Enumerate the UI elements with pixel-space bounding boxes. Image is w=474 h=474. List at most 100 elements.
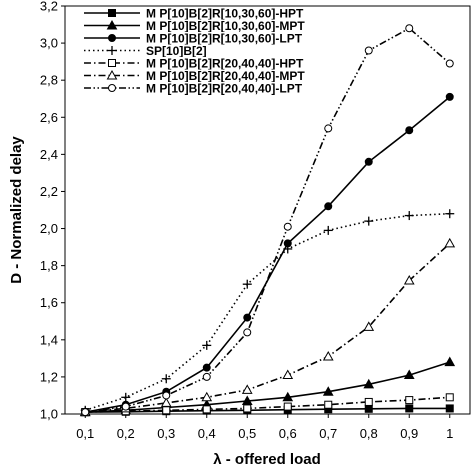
y-tick-label: 2,6: [40, 110, 58, 125]
x-tick-label: 0,2: [117, 426, 135, 441]
x-tick-label: 0,9: [400, 426, 418, 441]
y-tick-label: 2,0: [40, 221, 58, 236]
marker-open-triangle: [444, 237, 456, 248]
y-tick-label: 1,4: [40, 332, 58, 347]
legend-entry: M P[10]B[2]R[20,40,40]-MPT: [82, 69, 340, 83]
marker-filled-triangle: [444, 356, 456, 367]
marker-filled-circle: [108, 34, 116, 42]
marker-filled-triangle: [403, 369, 415, 380]
y-tick-label: 2,4: [40, 147, 58, 162]
marker-open-triangle: [282, 369, 294, 380]
marker-filled-circle: [405, 126, 414, 135]
series-line: [85, 27, 451, 413]
marker-open-circle: [162, 391, 171, 400]
y-tick-label: 1,2: [40, 369, 58, 384]
legend-entry: M P[10]B[2]R[10,30,60]-LPT: [82, 31, 340, 45]
marker-filled-triangle: [282, 391, 294, 402]
x-tick-label: 0,5: [238, 426, 256, 441]
series-line: [85, 212, 450, 412]
x-tick-label: 0,6: [279, 426, 297, 441]
legend-entry-bg: [82, 32, 340, 45]
y-tick-label: 3,2: [40, 0, 58, 14]
marker-open-triangle: [160, 397, 172, 407]
marker-open-triangle: [322, 350, 334, 361]
y-axis-title: D - Normalized delay: [8, 136, 25, 284]
marker-open-triangle: [241, 384, 253, 394]
legend-label: SP[10]B[2]: [146, 44, 207, 58]
y-tick-label: 1,0: [40, 407, 58, 422]
marker-filled-square: [405, 404, 414, 413]
legend-label: M P[10]B[2]R[20,40,40]-MPT: [146, 69, 305, 83]
marker-open-triangle: [363, 321, 375, 331]
marker-open-square: [108, 59, 116, 67]
marker-open-square: [283, 402, 292, 411]
marker-filled-circle: [243, 313, 252, 322]
legend-entry-bg: [82, 19, 340, 32]
marker-open-square: [445, 393, 454, 402]
marker-filled-triangle: [363, 378, 375, 389]
series-line: [85, 242, 451, 413]
legend-entry: M P[10]B[2]R[20,40,40]-LPT: [82, 81, 340, 95]
marker-filled-circle: [445, 92, 454, 101]
legend-label: M P[10]B[2]R[20,40,40]-HPT: [146, 56, 304, 70]
x-tick-label: 0,3: [157, 426, 175, 441]
axes: 1,0 1,2 1,4 1,6 1,8 2,0 2,2 2,4 2,6 2,8 3,0 3,2 0,1 0…: [40, 0, 453, 441]
marker-open-square: [243, 404, 252, 413]
legend-label: M P[10]B[2]R[10,30,60]-LPT: [146, 31, 303, 45]
marker-filled-circle: [324, 202, 333, 211]
marker-open-circle: [243, 328, 252, 337]
marker-open-circle: [283, 222, 292, 231]
marker-open-circle: [121, 402, 130, 411]
marker-open-circle: [445, 59, 454, 68]
marker-open-triangle: [106, 69, 118, 80]
legend-entry-bg: [82, 69, 340, 82]
marker-filled-square: [108, 9, 116, 17]
legend-label: M P[10]B[2]R[20,40,40]-LPT: [146, 81, 303, 95]
marker-open-square: [364, 397, 373, 406]
x-axis-title: λ - offered load: [213, 451, 321, 468]
marker-open-triangle: [403, 274, 415, 285]
series-7: [81, 24, 454, 417]
marker-filled-circle: [364, 157, 373, 166]
legend-entry-bg: [82, 7, 340, 20]
marker-open-circle: [405, 24, 414, 33]
marker-filled-triangle: [106, 19, 118, 30]
legend-entry: SP[10]B[2]: [82, 44, 340, 58]
legend-entry-bg: [82, 44, 340, 57]
legend-entry: M P[10]B[2]R[10,30,60]-MPT: [82, 19, 340, 33]
y-tick-label: 2,2: [40, 184, 58, 199]
series-line: [85, 361, 451, 413]
series-line: [85, 96, 451, 413]
x-tick-label: 0,7: [319, 426, 337, 441]
series-line: [85, 396, 450, 413]
marker-filled-square: [364, 404, 373, 413]
marker-open-square: [162, 406, 171, 415]
marker-open-square: [202, 405, 211, 414]
marker-open-circle: [202, 372, 211, 381]
marker-filled-square: [445, 404, 454, 413]
legend-entry-bg: [82, 57, 340, 70]
series-layer: [79, 24, 456, 417]
x-tick-label: 0,4: [198, 426, 216, 441]
legend-entry-bg: [82, 82, 340, 95]
marker-open-circle: [81, 408, 90, 417]
legend-label: M P[10]B[2]R[10,30,60]-HPT: [146, 6, 304, 20]
marker-open-circle: [364, 46, 373, 55]
marker-open-square: [324, 400, 333, 409]
marker-open-circle: [108, 84, 116, 92]
y-tick-label: 2,8: [40, 73, 58, 88]
x-tick-label: 0,1: [76, 426, 94, 441]
marker-open-square: [405, 396, 414, 405]
legend-label: M P[10]B[2]R[10,30,60]-MPT: [146, 19, 305, 33]
x-tick-label: 1: [446, 426, 453, 441]
y-tick-label: 1,8: [40, 258, 58, 273]
marker-filled-circle: [202, 363, 211, 372]
y-tick-label: 1,6: [40, 295, 58, 310]
marker-open-triangle: [201, 391, 213, 402]
y-tick-label: 3,0: [40, 36, 58, 51]
legend-entry: M P[10]B[2]R[10,30,60]-HPT: [82, 6, 340, 20]
x-tick-label: 0,8: [360, 426, 378, 441]
marker-open-circle: [324, 124, 333, 133]
